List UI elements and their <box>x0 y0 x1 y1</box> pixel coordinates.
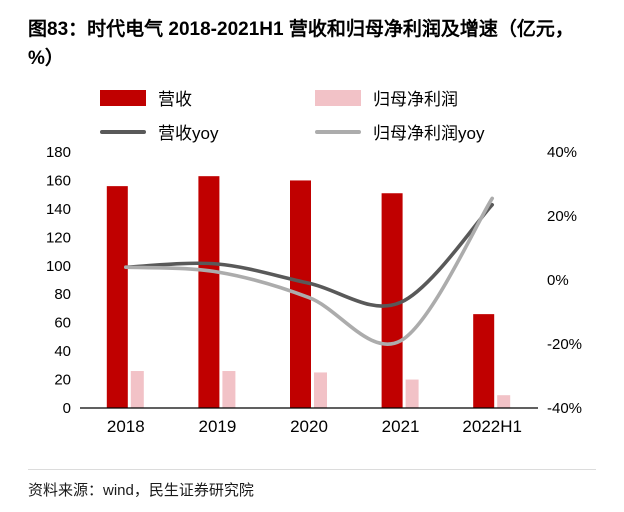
bars-revenue <box>106 176 495 408</box>
svg-text:40%: 40% <box>547 146 577 161</box>
combo-chart-svg: 0 20 40 60 80 100 120 140 160 180 -40% -20% 0% 20% 40%… <box>46 144 582 436</box>
svg-text:20%: 20% <box>547 208 577 225</box>
line-net-profit-yoy <box>124 196 494 346</box>
svg-text:2018: 2018 <box>107 417 145 436</box>
line-revenue-yoy <box>124 203 494 308</box>
legend-label-revenue-yoy: 营收yoy <box>158 124 219 143</box>
axis-tick-labels: 0 20 40 60 80 100 120 140 160 180 -40% -20% 0% 20% 40% <box>46 144 582 417</box>
legend-swatch-net-profit-yoy-line <box>315 129 361 134</box>
svg-text:2020: 2020 <box>290 417 328 436</box>
legend-label-net-profit-yoy: 归母净利润yoy <box>373 124 485 143</box>
svg-text:0%: 0% <box>547 272 569 289</box>
svg-text:2022H1: 2022H1 <box>462 417 522 436</box>
source-note: 资料来源：wind，民生证券研究院 <box>28 469 596 500</box>
legend-item-net-profit-yoy: 归母净利润yoy <box>315 119 530 144</box>
svg-text:140: 140 <box>46 201 71 218</box>
chart-legend: 营收 归母净利润 营收yoy 归母净利润yoy <box>28 85 596 144</box>
legend-item-revenue-yoy: 营收yoy <box>100 119 315 144</box>
svg-text:120: 120 <box>46 229 71 246</box>
legend-label-revenue: 营收 <box>158 90 192 109</box>
svg-text:2019: 2019 <box>198 417 236 436</box>
legend-item-net-profit: 归母净利润 <box>315 85 530 110</box>
legend-swatch-revenue-bar <box>100 89 146 106</box>
svg-text:-40%: -40% <box>547 400 582 417</box>
bars-net-profit <box>130 371 511 408</box>
legend-label-net-profit: 归母净利润 <box>373 90 458 109</box>
svg-text:2021: 2021 <box>382 417 420 436</box>
svg-text:20: 20 <box>54 372 71 389</box>
svg-text:60: 60 <box>54 315 71 332</box>
legend-swatch-revenue-yoy-line <box>100 129 146 134</box>
svg-text:0: 0 <box>63 400 71 417</box>
svg-text:40: 40 <box>54 343 71 360</box>
svg-text:160: 160 <box>46 172 71 189</box>
svg-text:100: 100 <box>46 258 71 275</box>
svg-text:180: 180 <box>46 146 71 161</box>
svg-text:80: 80 <box>54 286 71 303</box>
figure-title: 图83：时代电气 2018-2021H1 营收和归母净利润及增速（亿元，%） <box>28 19 574 69</box>
svg-text:-20%: -20% <box>547 336 582 353</box>
legend-swatch-net-profit-bar <box>315 89 361 106</box>
x-axis-labels: 2018 2019 2020 2021 2022H1 <box>107 417 522 436</box>
chart-area: 0 20 40 60 80 100 120 140 160 180 -40% -20% 0% 20% 40%… <box>28 144 596 451</box>
legend-item-revenue: 营收 <box>100 85 315 110</box>
